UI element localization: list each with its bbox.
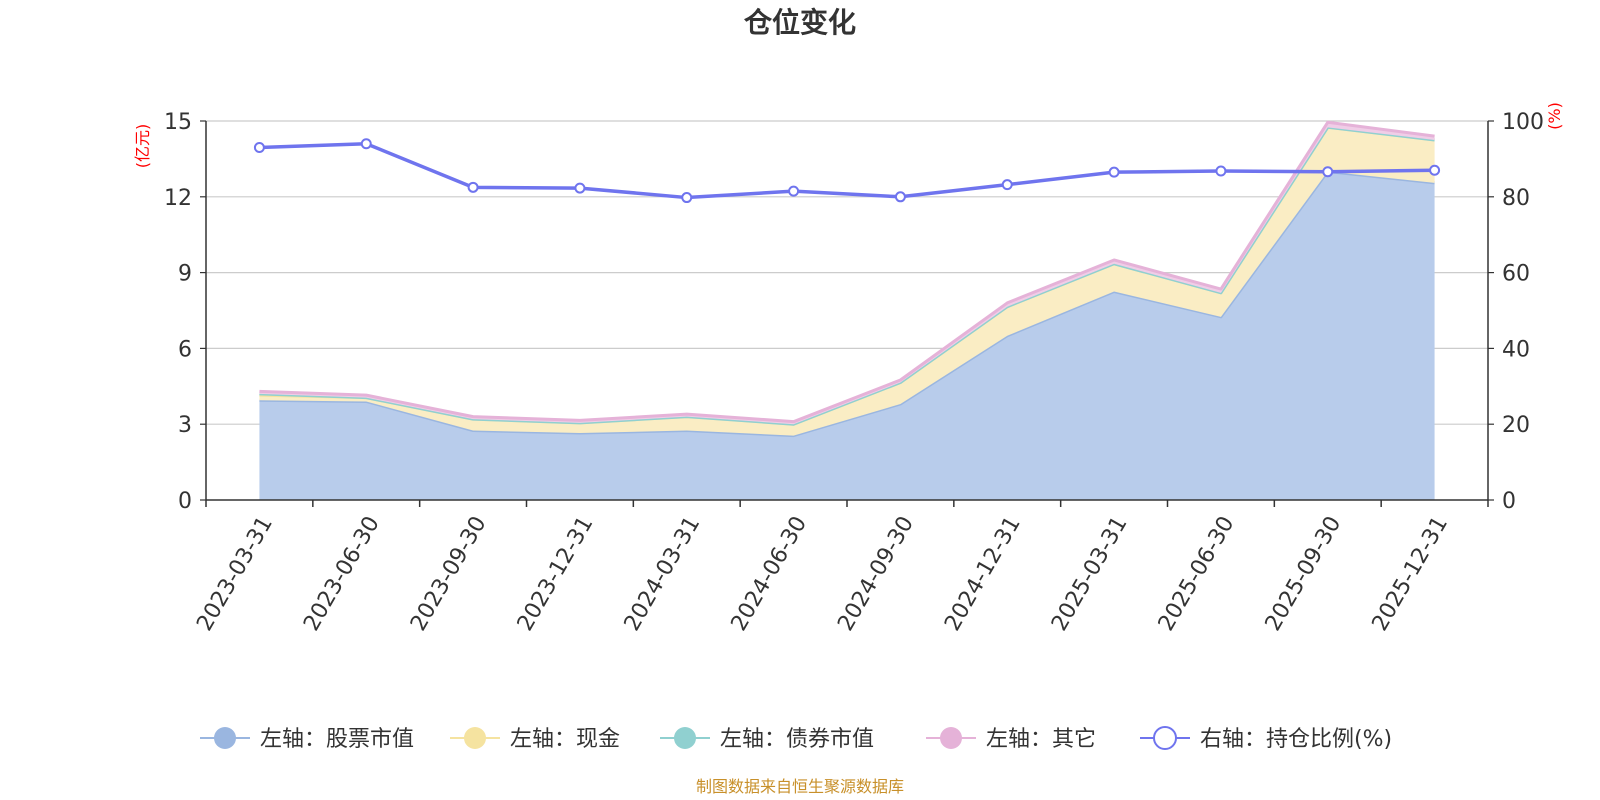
stacked-areas: [259, 120, 1435, 501]
holding-ratio-point: [1215, 165, 1227, 177]
holding-ratio-point: [1108, 166, 1120, 178]
x-axis-tick-label: 2024-03-31: [620, 512, 706, 635]
area-左轴：股票市值: [259, 171, 1435, 501]
x-axis-tick-label: 2023-06-30: [299, 512, 385, 635]
left-axis-tick-label: 0: [178, 489, 192, 514]
left-axis-unit: (亿元): [133, 124, 152, 169]
holding-ratio-point: [574, 182, 586, 194]
x-axis-tick-label: 2024-06-30: [727, 512, 813, 635]
holding-ratio-point: [253, 142, 265, 154]
legend-marker: [214, 727, 236, 749]
right-axis-tick-label: 80: [1502, 186, 1530, 211]
legend-label: 左轴：股票市值: [260, 727, 414, 752]
x-axis-tick-label: 2023-12-31: [513, 512, 599, 635]
left-axis-tick-label: 3: [178, 413, 192, 438]
legend-marker: [464, 727, 486, 749]
chart-title: 仓位变化: [744, 6, 856, 39]
legend-label: 左轴：其它: [986, 727, 1096, 752]
x-axis-tick-label: 2023-03-31: [192, 512, 278, 635]
holding-ratio-point: [467, 181, 479, 193]
legend-marker: [940, 727, 962, 749]
area-line-左轴：其它: [259, 120, 1435, 424]
area-左轴：现金: [259, 127, 1435, 436]
left-axis-tick-label: 15: [164, 110, 192, 135]
left-axis-tick-label: 6: [178, 337, 192, 362]
holding-ratio-series: [253, 138, 1441, 204]
holding-ratio-point: [681, 192, 693, 204]
x-axis-tick-label: 2025-09-30: [1261, 512, 1347, 635]
legend-marker: [1153, 726, 1177, 750]
legend-label: 左轴：债券市值: [720, 727, 874, 752]
right-axis-tick-label: 40: [1502, 337, 1530, 362]
right-axis-unit: (%): [1545, 102, 1564, 130]
holding-ratio-line: [259, 141, 1435, 200]
x-axis-tick-label: 2023-09-30: [406, 512, 492, 635]
x-axis-tick-label: 2024-12-31: [940, 512, 1026, 635]
legend-label: 右轴：持仓比例(%): [1200, 727, 1392, 752]
holding-ratio-point: [1322, 166, 1334, 178]
area-line-左轴：股票市值: [259, 170, 1435, 438]
holding-ratio-point: [788, 185, 800, 197]
right-axis-tick-label: 20: [1502, 413, 1530, 438]
left-axis-tick-label: 9: [178, 262, 192, 287]
legend-marker: [674, 727, 696, 749]
right-axis-tick-label: 100: [1502, 110, 1544, 135]
holding-ratio-point: [360, 138, 372, 150]
data-source: 制图数据来自恒生聚源数据库: [696, 777, 904, 796]
x-axis-tick-label: 2024-09-30: [833, 512, 919, 635]
holding-ratio-point: [1001, 179, 1013, 191]
right-axis-tick-label: 0: [1502, 489, 1516, 514]
holding-ratio-point: [1429, 164, 1441, 176]
holding-ratio-point: [894, 191, 906, 203]
legend: 左轴：股票市值 左轴：现金 左轴：债券市值 左轴：其它 右轴：持仓比例(%): [200, 726, 1392, 752]
x-axis-tick-label: 2025-12-31: [1368, 512, 1454, 635]
right-axis-tick-label: 60: [1502, 262, 1530, 287]
left-axis-tick-label: 12: [164, 186, 192, 211]
x-axis-tick-label: 2025-06-30: [1154, 512, 1240, 635]
legend-label: 左轴：现金: [510, 727, 620, 752]
x-axis-tick-label: 2025-03-31: [1047, 512, 1133, 635]
